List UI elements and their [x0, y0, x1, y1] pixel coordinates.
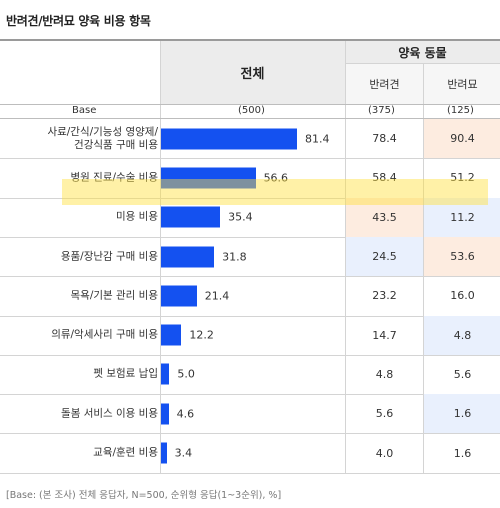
dog-value: 78.4 — [372, 132, 397, 146]
row-divider — [0, 236, 500, 238]
bar-value-label: 4.6 — [176, 407, 195, 421]
cat-value: 53.6 — [424, 236, 500, 277]
table-row: 43.5 11.2 미용 비용 35.4 — [0, 197, 500, 237]
header-bottom-rule — [0, 104, 500, 105]
dog-value: 24.5 — [346, 236, 423, 277]
cat-value: 1.6 — [453, 446, 472, 460]
divider-group — [423, 63, 424, 473]
table-row: 14.7 4.8 의류/악세사리 구매 비용 12.2 — [0, 315, 500, 355]
category-label: 사료/간식/기능성 영양제/ 건강식품 구매 비용 — [47, 125, 158, 151]
dog-value: 43.5 — [346, 197, 423, 237]
row-divider — [0, 276, 500, 278]
row-divider — [0, 433, 500, 435]
cat-value: 4.8 — [424, 315, 500, 355]
dog-value: 4.8 — [375, 367, 394, 381]
row-divider — [0, 354, 500, 356]
category-label: 용품/장난감 구매 비용 — [60, 250, 158, 263]
header-group: 양육 동물 — [345, 41, 500, 63]
row-divider — [0, 394, 500, 396]
footnote: [Base: (본 조사) 전체 응답자, N=500, 순위형 응답(1~3순… — [6, 490, 282, 501]
bar-value-label: 21.4 — [204, 289, 230, 303]
highlight-overlay — [62, 179, 488, 205]
bar-value-label: 31.8 — [222, 250, 247, 264]
table-row: 5.6 1.6 돌봄 서비스 이용 비용 4.6 — [0, 394, 500, 434]
bar — [161, 403, 169, 425]
dog-value: 14.7 — [372, 328, 397, 342]
cat-value: 11.2 — [424, 197, 500, 237]
bar — [161, 246, 215, 268]
table-row: 24.5 53.6 용품/장난감 구매 비용 31.8 — [0, 236, 500, 277]
bar — [161, 442, 167, 464]
cat-value: 1.6 — [424, 394, 500, 434]
category-label: 목욕/기본 관리 비용 — [70, 289, 159, 302]
category-label: 의류/악세사리 구매 비용 — [51, 328, 158, 341]
category-label: 미용 비용 — [116, 210, 158, 223]
bar — [161, 363, 170, 385]
cat-value: 5.6 — [453, 367, 472, 381]
category-label: 병원 진료/수술 비용 — [70, 171, 159, 184]
divider-label — [160, 41, 161, 473]
table-row: 4.8 5.6 펫 보험료 납입 5.0 — [0, 355, 500, 394]
bar — [161, 324, 182, 346]
bar — [161, 128, 297, 150]
cat-value: 90.4 — [424, 119, 500, 159]
table-bottom-rule — [0, 472, 500, 474]
cat-value: 16.0 — [450, 289, 475, 303]
row-divider — [0, 197, 500, 199]
header-dog: 반려견 — [346, 63, 423, 104]
table-row: 78.4 90.4 사료/간식/기능성 영양제/ 건강식품 구매 비용 81.4 — [0, 119, 500, 159]
header-cat: 반려묘 — [424, 63, 500, 104]
base-dog: (375) — [368, 105, 395, 116]
bar-value-label: 3.4 — [174, 446, 193, 460]
base-label: Base — [72, 105, 97, 116]
dog-value: 4.0 — [375, 446, 394, 460]
base-cat: (125) — [447, 105, 474, 116]
bar-value-label: 5.0 — [177, 367, 195, 381]
top-rule — [0, 39, 500, 41]
bar-value-label: 81.4 — [305, 132, 330, 146]
category-label: 교육/훈련 비용 — [93, 446, 158, 459]
bar — [161, 285, 197, 307]
header-group-rule — [345, 63, 500, 64]
bar — [161, 206, 221, 228]
table-row: 23.2 16.0 목욕/기본 관리 비용 21.4 — [0, 276, 500, 315]
base-total: (500) — [238, 105, 265, 116]
dog-value: 58.4 — [372, 171, 397, 185]
bar-value-label: 12.2 — [189, 328, 214, 342]
divider-total — [345, 41, 346, 473]
table-row: 4.0 1.6 교육/훈련 비용 3.4 — [0, 433, 500, 472]
table-row: 58.4 51.2 병원 진료/수술 비용 56.6 — [0, 158, 500, 197]
bar — [161, 167, 256, 189]
dog-value: 5.6 — [375, 407, 394, 421]
bar-value-label: 56.6 — [263, 171, 289, 185]
row-divider — [0, 158, 500, 160]
bar-value-label: 35.4 — [228, 210, 253, 224]
category-label: 펫 보험료 납입 — [93, 367, 158, 380]
base-bottom-rule — [0, 118, 500, 119]
dog-value: 23.2 — [372, 289, 397, 303]
cat-value: 51.2 — [450, 171, 475, 185]
category-label: 돌봄 서비스 이용 비용 — [61, 407, 158, 420]
chart-title: 반려견/반려묘 양육 비용 항목 — [6, 14, 151, 28]
row-divider — [0, 315, 500, 317]
header-total: 전체 — [160, 41, 345, 104]
